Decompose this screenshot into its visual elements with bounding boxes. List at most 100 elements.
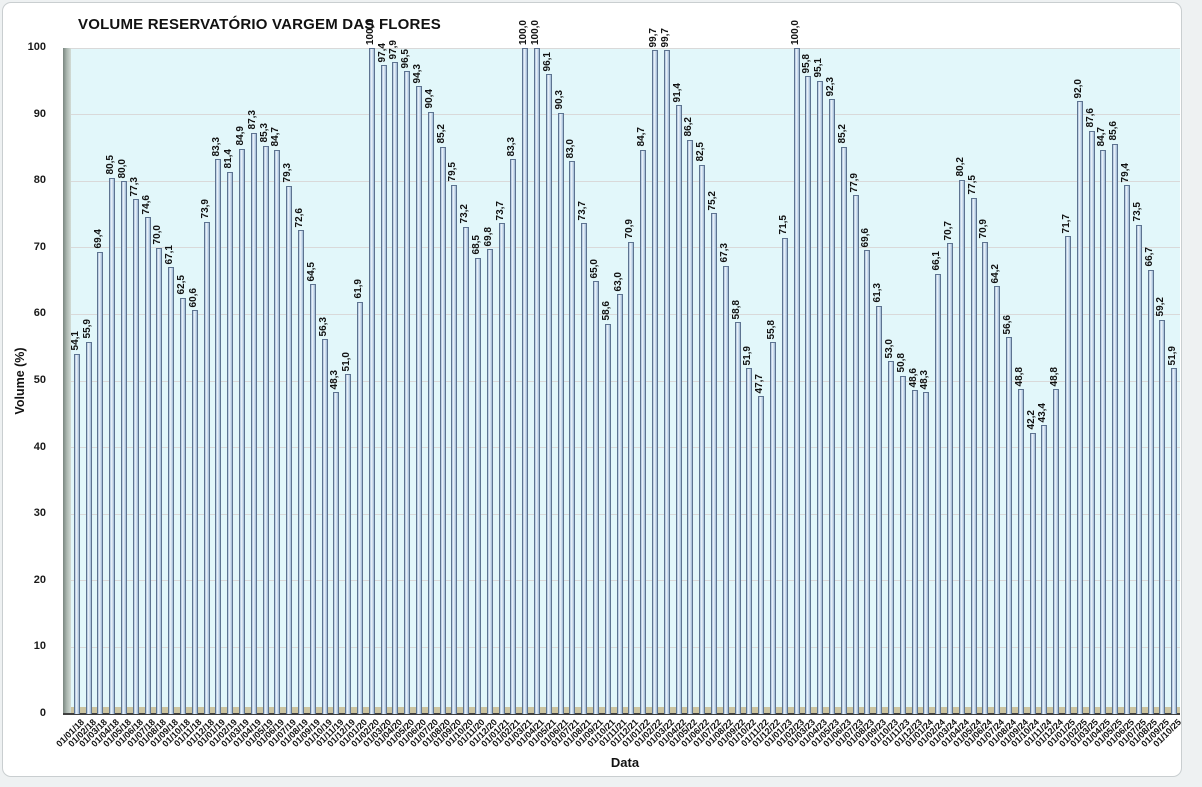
bar [557,112,564,714]
y-tick-label: 100 [27,41,46,53]
bar-value-label: 81,4 [223,149,235,169]
bar [722,265,729,714]
bar-value-label: 43,4 [1037,402,1049,422]
y-axis-ticks: 0 10 20 30 40 50 60 70 80 90 100 [3,3,60,787]
bar-value-label: 53,0 [883,338,895,359]
y-tick-label: 90 [33,107,46,120]
bar-value-label: 48,3 [329,369,341,390]
bar-value-label: 96,1 [541,51,553,71]
bar-value-label: 84,9 [235,126,247,146]
bar-value-label: 58,8 [730,299,742,320]
bar [545,73,552,714]
bar-value-label: 55,9 [81,319,93,339]
bar [1171,368,1178,714]
bar-value-label: 87,3 [246,110,258,130]
bar [1041,424,1048,714]
bar [1017,389,1024,714]
bar [191,310,198,714]
bar [1053,389,1060,714]
bar [215,159,222,714]
bar [475,257,482,714]
bar [769,342,776,714]
y-tick-label: 50 [33,374,46,386]
bar [805,75,812,714]
bar [321,339,328,714]
bar [156,247,163,714]
bar-value-label: 61,3 [872,283,884,303]
gridline [71,114,1180,116]
bar [486,249,493,714]
bar-value-label: 100,0 [530,19,542,45]
bar-value-label: 83,3 [506,136,518,157]
bar-value-label: 94,3 [412,63,424,83]
bar-value-label: 48,8 [1013,366,1025,386]
y-tick-label: 0 [39,707,46,719]
x-axis-title: Data [610,755,640,770]
bar-value-label: 56,6 [1001,314,1013,335]
bar [852,195,859,714]
bar [1135,224,1142,714]
gridline [71,380,1180,382]
bar-value-label: 79,4 [1119,162,1131,183]
gridline [71,646,1180,648]
bar [345,374,352,714]
plot-floor-3d [71,707,1180,714]
bar-value-label: 51,9 [742,345,754,366]
bar-value-label: 64,2 [990,263,1002,284]
bar-value-label: 62,5 [176,275,188,295]
bar-value-label: 61,9 [353,279,365,299]
bar-value-label: 70,7 [942,220,954,241]
bar [675,105,682,714]
bar-value-label: 85,2 [435,124,447,144]
bar [793,48,800,714]
bar [404,71,411,714]
bar-value-label: 97,9 [388,39,400,59]
bar-value-label: 59,2 [1155,297,1167,317]
plot-left-wall-3d [63,48,71,714]
bar-value-label: 83,0 [565,138,577,159]
bar-value-label: 66,1 [931,251,943,271]
bar-value-label: 71,7 [1060,214,1072,234]
bar-value-label: 67,1 [164,244,176,265]
bar-value-label: 85,3 [258,123,270,143]
plot-area: 54,1 55,9 69,4 80,5 80,0 77,3 74,6 70,0 67,1 62,5… [70,20,1180,714]
bar-value-label: 51,0 [341,351,353,372]
y-tick-label: 60 [33,307,46,320]
bar [144,217,151,714]
gridline [71,513,1180,515]
bar [781,237,788,714]
bar-value-label: 42,2 [1025,410,1037,430]
bar [616,294,623,714]
bar [911,390,918,714]
bar-value-label: 73,7 [494,200,506,221]
bar-value-label: 99,7 [659,27,671,47]
bar [1076,101,1083,714]
bar-value-label: 99,7 [647,27,659,47]
bar [946,243,953,714]
bar [109,177,116,714]
chart-title: VOLUME RESERVATÓRIO VARGEM DAS FLORES [78,16,441,33]
bar [498,223,505,714]
bar-value-label: 86,2 [683,117,695,137]
bar-value-label: 70,9 [624,219,636,239]
bar-value-label: 95,8 [801,53,813,73]
bar [581,223,588,714]
bar [262,145,269,714]
bar-value-label: 95,1 [813,58,825,78]
bar-value-label: 69,6 [860,228,872,248]
bar-value-label: 68,5 [471,235,483,255]
bar-value-label: 90,4 [423,89,435,109]
bar-value-label: 48,6 [907,367,919,388]
bar [876,305,883,714]
bar [1112,143,1119,714]
bar-value-label: 72,6 [294,208,306,228]
bar [651,50,658,714]
bar [203,221,210,714]
bar-value-label: 65,0 [589,258,600,279]
bar [463,226,470,714]
bar-value-label: 73,7 [577,200,589,221]
gridline [71,447,1180,449]
bar [1123,185,1130,714]
bar [899,375,906,714]
bar [439,146,446,714]
